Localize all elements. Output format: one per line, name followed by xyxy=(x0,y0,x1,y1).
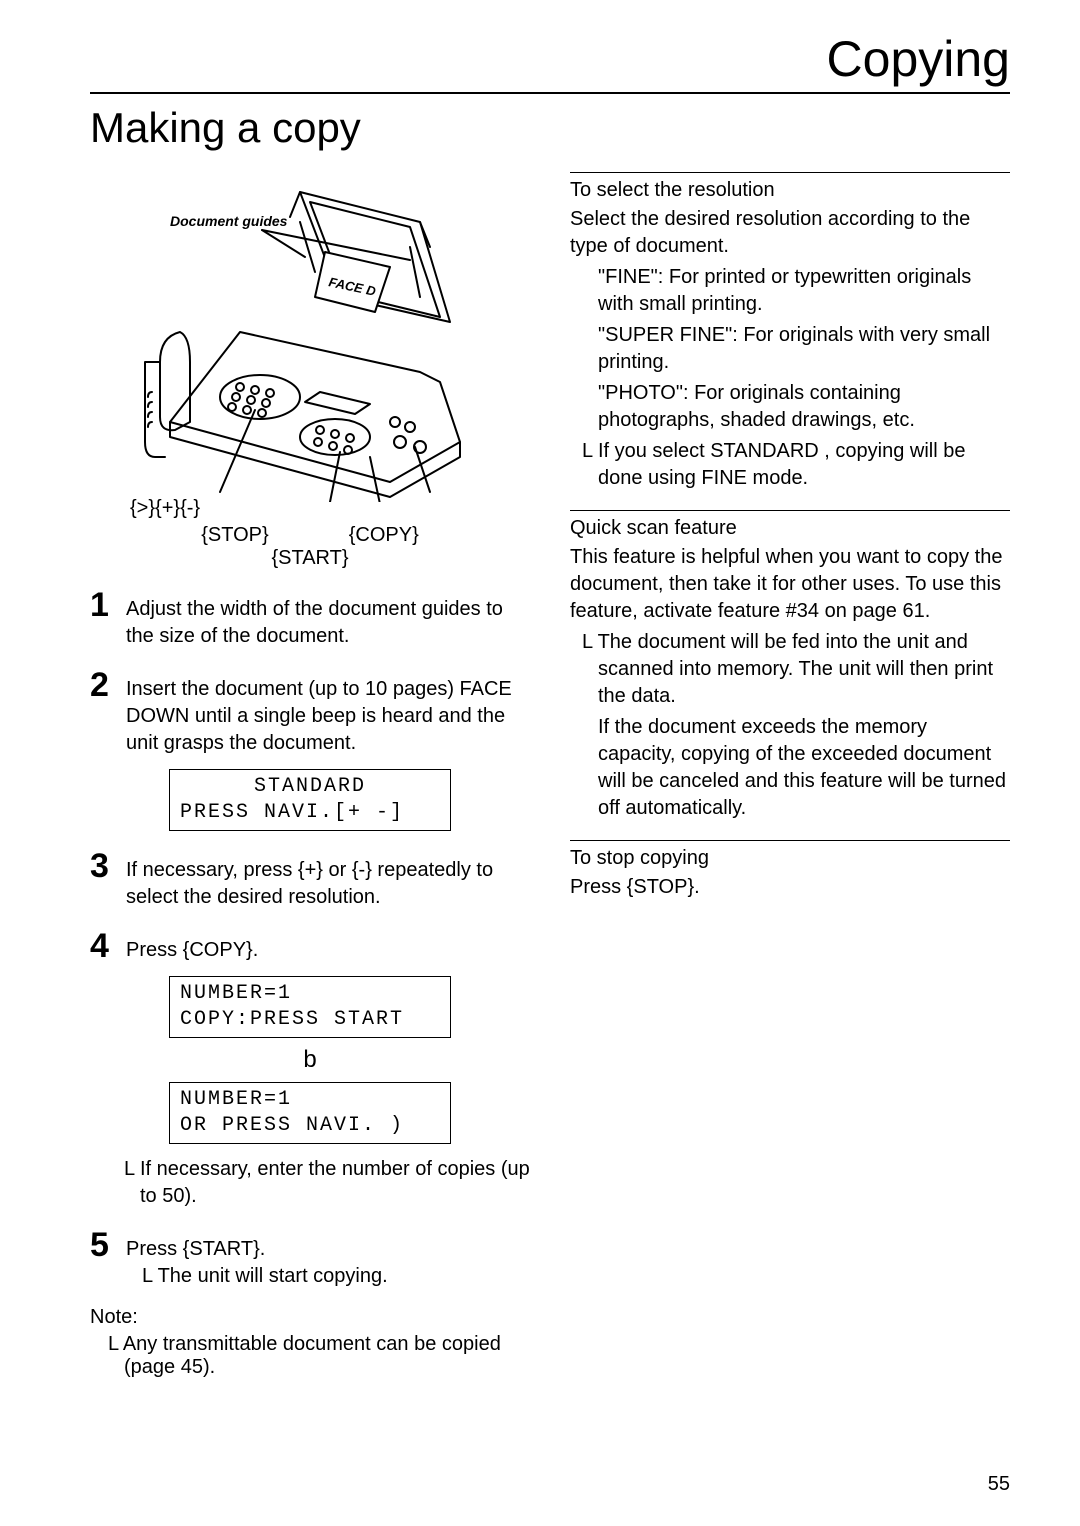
step-5: 5 Press {START}. L The unit will start c… xyxy=(90,1228,530,1290)
quickscan-title: Quick scan feature xyxy=(570,517,1010,540)
step-3-text: If necessary, press {+} or {-} repeatedl… xyxy=(126,849,530,911)
step-1-text: Adjust the width of the document guides … xyxy=(126,588,530,650)
page-number: 55 xyxy=(988,1473,1010,1496)
stop-label: {STOP} xyxy=(201,524,268,547)
content-columns: Document guides FACE D {>}{+}{-} {STOP} … xyxy=(90,162,1010,1379)
resolution-fine: "FINE": For printed or typewritten origi… xyxy=(570,264,1010,318)
start-label: {START} xyxy=(90,547,530,570)
lcd1-line1: STANDARD xyxy=(180,774,440,800)
lcd2-line2: COPY:PRESS START xyxy=(180,1007,440,1033)
left-column: Document guides FACE D {>}{+}{-} {STOP} … xyxy=(90,162,530,1379)
section-resolution: To select the resolution Select the desi… xyxy=(570,172,1010,492)
note-block: Note: L Any transmittable document can b… xyxy=(90,1306,530,1379)
right-column: To select the resolution Select the desi… xyxy=(570,162,1010,1379)
quickscan-bullet: L The document will be fed into the unit… xyxy=(570,629,1010,710)
lcd-arrow: b xyxy=(90,1046,530,1074)
lcd-display-2: NUMBER=1 COPY:PRESS START xyxy=(169,976,451,1038)
resolution-superfine: "SUPER FINE": For originals with very sm… xyxy=(570,322,1010,376)
page-title: Making a copy xyxy=(90,104,1010,152)
step-3: 3 If necessary, press {+} or {-} repeate… xyxy=(90,849,530,911)
step-4: 4 Press {COPY}. xyxy=(90,929,530,964)
step-2-text: Insert the document (up to 10 pages) FAC… xyxy=(126,668,530,757)
quickscan-text: This feature is helpful when you want to… xyxy=(570,544,1010,625)
step-4-num: 4 xyxy=(90,929,126,963)
step-1: 1 Adjust the width of the document guide… xyxy=(90,588,530,650)
lcd3-line1: NUMBER=1 xyxy=(180,1087,440,1113)
step-4-bullet: L If necessary, enter the number of copi… xyxy=(90,1156,530,1210)
quickscan-extra: If the document exceeds the memory capac… xyxy=(570,714,1010,822)
step-3-num: 3 xyxy=(90,849,126,883)
note-bullet: L Any transmittable document can be copi… xyxy=(90,1333,530,1379)
step-4-sub: L If necessary, enter the number of copi… xyxy=(90,1156,530,1210)
stop-title: To stop copying xyxy=(570,847,1010,870)
step-5-num: 5 xyxy=(90,1228,126,1262)
resolution-photo: "PHOTO": For originals containing photog… xyxy=(570,380,1010,434)
step-5-bullet: L The unit will start copying. xyxy=(126,1263,388,1290)
section-stop: To stop copying Press {STOP}. xyxy=(570,840,1010,901)
doc-guides-label: Document guides xyxy=(170,213,288,229)
note-label: Note: xyxy=(90,1306,530,1329)
step-5-text: Press {START}. xyxy=(126,1236,388,1263)
figure-bottom-labels: {>}{+}{-} {STOP} {COPY} {START} xyxy=(90,497,530,570)
step-2: 2 Insert the document (up to 10 pages) F… xyxy=(90,668,530,757)
step-1-num: 1 xyxy=(90,588,126,622)
copy-label: {COPY} xyxy=(349,524,419,547)
resolution-bullet: L If you select STANDARD , copying will … xyxy=(570,438,1010,492)
fax-machine-svg: Document guides FACE D xyxy=(140,162,480,502)
stop-text: Press {STOP}. xyxy=(570,874,1010,901)
step-4-text: Press {COPY}. xyxy=(126,937,258,964)
step-2-num: 2 xyxy=(90,668,126,702)
resolution-title: To select the resolution xyxy=(570,179,1010,202)
page: Copying Making a copy xyxy=(0,0,1080,1526)
lcd-display-1: STANDARD PRESS NAVI.[+ -] xyxy=(169,769,451,831)
category-header: Copying xyxy=(90,30,1010,94)
lcd-display-3: NUMBER=1 OR PRESS NAVI. ) xyxy=(169,1082,451,1144)
lcd3-line2: OR PRESS NAVI. ) xyxy=(180,1113,440,1139)
lcd2-line1: NUMBER=1 xyxy=(180,981,440,1007)
section-quickscan: Quick scan feature This feature is helpf… xyxy=(570,510,1010,822)
resolution-intro: Select the desired resolution according … xyxy=(570,206,1010,260)
fax-illustration: Document guides FACE D {>}{+}{-} {STOP} … xyxy=(90,162,530,570)
lcd1-line2: PRESS NAVI.[+ -] xyxy=(180,800,440,826)
